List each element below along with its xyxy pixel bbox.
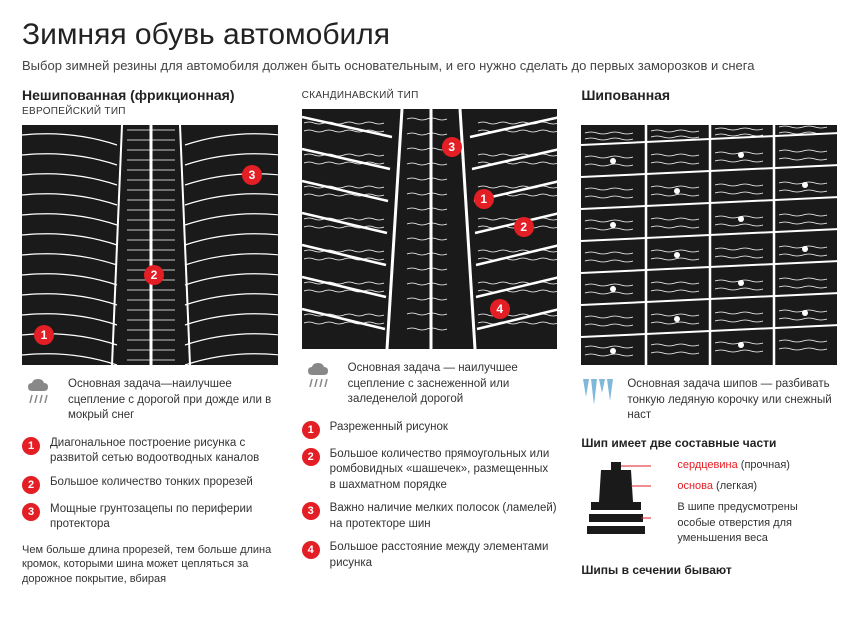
point-text: Большое расстояние между элементами рису…: [330, 540, 558, 571]
rain-cloud-icon: [302, 361, 338, 393]
point-row: 3 Важно наличие мелких полосок (ламелей) …: [302, 501, 558, 532]
columns-container: Нешипованная (фрикционная) ЕВРОПЕЙСКИЙ Т…: [22, 87, 837, 587]
stud-label: В шипе предусмотрены особые отверстия дл…: [677, 500, 837, 546]
stud-label: сердцевина (прочная): [677, 458, 837, 473]
point-row: 3 Мощные грунтозацепы по периферии протек…: [22, 502, 278, 533]
point-text: Большое количество тонких прорезей: [50, 475, 253, 491]
point-num: 4: [302, 541, 320, 559]
footnote: Чем больше длина прорезей, тем больше дл…: [22, 543, 278, 588]
column-scandinavian: СКАНДИНАВСКИЙ ТИП: [302, 87, 558, 587]
tire-european: 1 2 3: [22, 125, 278, 365]
stud-section-title: Шип имеет две составные части: [581, 436, 837, 450]
col-subheader: [581, 106, 837, 117]
marker: 2: [144, 265, 164, 285]
marker: 1: [474, 189, 494, 209]
col-subheader: СКАНДИНАВСКИЙ ТИП: [302, 90, 558, 101]
point-row: 1 Разреженный рисунок: [302, 420, 558, 439]
desc-text: Основная задача шипов — разбивать тонкую…: [627, 377, 837, 424]
desc-text: Основная задача — наилучшее сцепление с …: [348, 361, 558, 408]
marker: 2: [514, 217, 534, 237]
stud-diagram: сердцевина (прочная) основа (легкая) В ш…: [581, 458, 837, 553]
point-num: 3: [302, 502, 320, 520]
page-title: Зимняя обувь автомобиля: [22, 18, 837, 52]
point-text: Важно наличие мелких полосок (ламелей) н…: [330, 501, 558, 532]
stud-icon: [581, 458, 661, 543]
point-num: 1: [22, 437, 40, 455]
tire-studded: [581, 125, 837, 365]
marker: 3: [442, 137, 462, 157]
desc-text: Основная задача—наилучшее сцепление с до…: [68, 377, 278, 424]
point-text: Большое количество прямоугольных или ром…: [330, 447, 558, 494]
page-subtitle: Выбор зимней резины для автомобиля долже…: [22, 58, 837, 73]
desc-row: Основная задача шипов — разбивать тонкую…: [581, 377, 837, 424]
point-row: 1 Диагональное построение рисунка с разви…: [22, 436, 278, 467]
marker: 3: [242, 165, 262, 185]
stud-labels: сердцевина (прочная) основа (легкая) В ш…: [677, 458, 837, 553]
point-row: 2 Большое количество тонких прорезей: [22, 475, 278, 494]
rain-cloud-icon: [22, 377, 58, 409]
desc-row: Основная задача—наилучшее сцепление с до…: [22, 377, 278, 424]
column-studded: Шипованная: [581, 87, 837, 587]
marker: 4: [490, 299, 510, 319]
point-text: Разреженный рисунок: [330, 420, 448, 436]
marker: 1: [34, 325, 54, 345]
point-num: 2: [22, 476, 40, 494]
column-european: Нешипованная (фрикционная) ЕВРОПЕЙСКИЙ Т…: [22, 87, 278, 587]
tire-scandinavian: 1 2 3 4: [302, 109, 558, 349]
col-header: Нешипованная (фрикционная): [22, 87, 278, 103]
desc-row: Основная задача — наилучшее сцепление с …: [302, 361, 558, 408]
col-subheader: ЕВРОПЕЙСКИЙ ТИП: [22, 106, 278, 117]
point-row: 2 Большое количество прямоугольных или ро…: [302, 447, 558, 494]
point-num: 3: [22, 503, 40, 521]
stud-label: основа (легкая): [677, 479, 837, 494]
point-text: Диагональное построение рисунка с развит…: [50, 436, 278, 467]
cross-section-title: Шипы в сечении бывают: [581, 563, 837, 577]
point-num: 1: [302, 421, 320, 439]
icicles-icon: [581, 377, 617, 409]
col-header: Шипованная: [581, 87, 837, 103]
point-text: Мощные грунтозацепы по периферии протект…: [50, 502, 278, 533]
point-row: 4 Большое расстояние между элементами рис…: [302, 540, 558, 571]
point-num: 2: [302, 448, 320, 466]
